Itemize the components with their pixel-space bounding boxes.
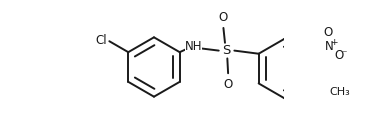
Text: S: S	[222, 44, 231, 57]
Text: O: O	[219, 10, 228, 23]
Text: NH: NH	[185, 40, 202, 53]
Text: Cl: Cl	[95, 34, 107, 47]
Text: CH₃: CH₃	[330, 87, 350, 97]
Text: O: O	[334, 49, 343, 62]
Text: O: O	[323, 26, 333, 39]
Text: O: O	[224, 78, 233, 91]
Text: ⁻: ⁻	[341, 49, 347, 59]
Text: N: N	[325, 40, 334, 53]
Text: +: +	[330, 38, 337, 47]
